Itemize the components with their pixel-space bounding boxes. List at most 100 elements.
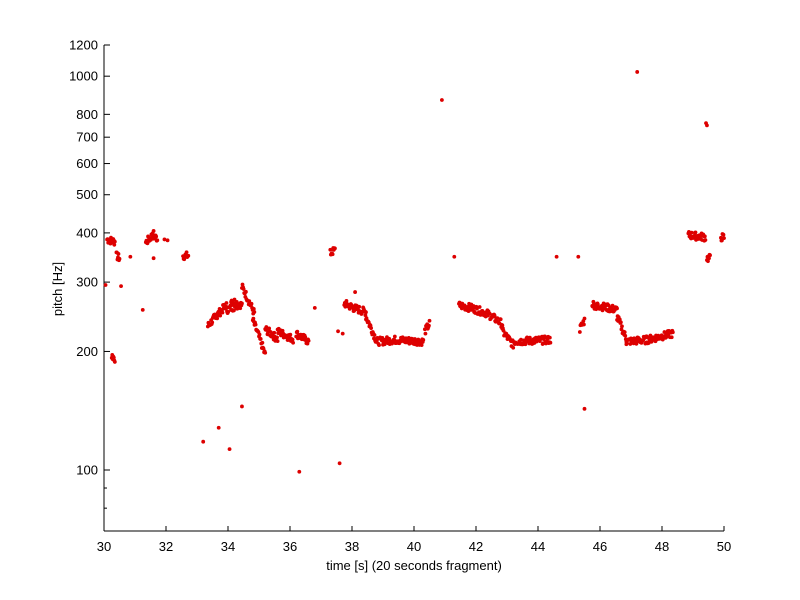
pitch-point <box>364 310 368 315</box>
pitch-point <box>392 334 397 339</box>
pitch-point <box>297 469 302 474</box>
pitch-point <box>340 331 345 336</box>
pitch-point <box>689 230 694 235</box>
pitch-point <box>103 283 108 287</box>
pitch-point <box>474 306 479 311</box>
pitch-point <box>582 406 587 411</box>
pitch-point <box>260 340 265 345</box>
pitch-point <box>419 343 424 348</box>
pitch-point <box>582 316 587 321</box>
pitch-point <box>353 290 357 294</box>
pitch-point <box>272 330 277 335</box>
pitch-point <box>128 254 133 259</box>
pitch-point <box>150 231 155 236</box>
pitch-point <box>216 425 221 430</box>
pitch-point <box>253 322 258 327</box>
y-tick-label: 1000 <box>69 69 98 84</box>
x-axis-label: time [s] (20 seconds fragment) <box>326 558 502 573</box>
pitch-point <box>635 70 640 74</box>
pitch-point <box>227 447 232 451</box>
pitch-point <box>423 331 428 336</box>
pitch-point <box>218 313 223 318</box>
pitch-point <box>721 232 726 237</box>
pitch-point <box>527 335 532 340</box>
pitch-point <box>703 238 708 242</box>
pitch-point <box>119 284 123 289</box>
pitch-point <box>387 336 392 341</box>
x-tick-label: 32 <box>159 539 173 554</box>
pitch-point <box>702 234 707 239</box>
pitch-point <box>186 253 191 258</box>
pitch-point <box>116 252 121 256</box>
y-tick-label: 700 <box>76 130 98 145</box>
pitch-point <box>252 310 257 314</box>
pitch-point <box>232 297 237 302</box>
pitch-point <box>249 301 254 306</box>
pitch-point <box>576 254 581 259</box>
x-tick-label: 30 <box>97 539 111 554</box>
pitch-point <box>337 461 342 466</box>
pitch-point <box>440 98 444 102</box>
pitch-point <box>623 333 628 338</box>
pitch-point <box>257 332 262 337</box>
x-tick-label: 40 <box>407 539 421 554</box>
pitch-point <box>224 301 229 305</box>
y-tick-label: 500 <box>76 187 98 202</box>
x-tick-label: 36 <box>283 539 297 554</box>
pitch-point <box>165 238 170 243</box>
pitch-point <box>548 340 553 345</box>
pitch-point <box>306 338 311 343</box>
pitch-point <box>312 306 317 310</box>
pitch-point <box>363 313 368 318</box>
pitch-point <box>606 303 611 308</box>
pitch-point <box>722 236 726 241</box>
pitch-point <box>706 259 710 264</box>
pitch-point <box>240 404 244 409</box>
pitch-point <box>357 304 362 309</box>
pitch-point <box>275 335 279 340</box>
pitch-point <box>595 301 600 306</box>
data-points <box>103 70 726 474</box>
x-axis-ticks: 30 32 34 36 38 40 42 44 46 48 50 <box>97 526 731 554</box>
x-tick-label: 42 <box>469 539 483 554</box>
pitch-point <box>238 306 243 311</box>
x-tick-label: 48 <box>655 539 669 554</box>
pitch-point <box>547 335 552 340</box>
pitch-point <box>372 333 377 337</box>
pitch-point <box>511 345 516 350</box>
x-tick-label: 44 <box>531 539 545 554</box>
x-tick-label: 50 <box>717 539 731 554</box>
pitch-point <box>154 234 159 239</box>
x-tick-label: 34 <box>221 539 235 554</box>
pitch-point <box>291 340 295 345</box>
pitch-point <box>162 237 167 242</box>
pitch-point <box>498 317 503 322</box>
pitch-point <box>210 320 215 325</box>
y-tick-label: 200 <box>76 344 98 359</box>
pitch-point <box>303 335 308 339</box>
pitch-point <box>427 323 431 328</box>
pitch-point <box>251 307 256 311</box>
pitch-point <box>336 329 340 334</box>
x-tick-label: 38 <box>345 539 359 554</box>
pitch-point <box>615 306 619 311</box>
pitch-point <box>628 342 633 346</box>
y-tick-label: 400 <box>76 225 98 240</box>
pitch-point <box>500 323 505 328</box>
pitch-point <box>117 256 122 261</box>
pitch-point <box>582 322 586 327</box>
pitch-point <box>251 316 256 321</box>
pitch-point <box>421 338 426 342</box>
y-tick-label: 100 <box>76 462 98 477</box>
pitch-point <box>422 327 427 332</box>
pitch-point <box>112 242 117 247</box>
pitch-point <box>708 253 712 258</box>
x-tick-label: 46 <box>593 539 607 554</box>
pitch-point <box>707 256 711 261</box>
pitch-point <box>705 123 709 128</box>
pitch-point <box>369 326 373 330</box>
pitch-point <box>618 320 623 325</box>
y-axis-ticks: 100 200 300 400 500 600 700 800 1000 1200 <box>69 38 110 532</box>
pitch-point <box>140 308 145 312</box>
